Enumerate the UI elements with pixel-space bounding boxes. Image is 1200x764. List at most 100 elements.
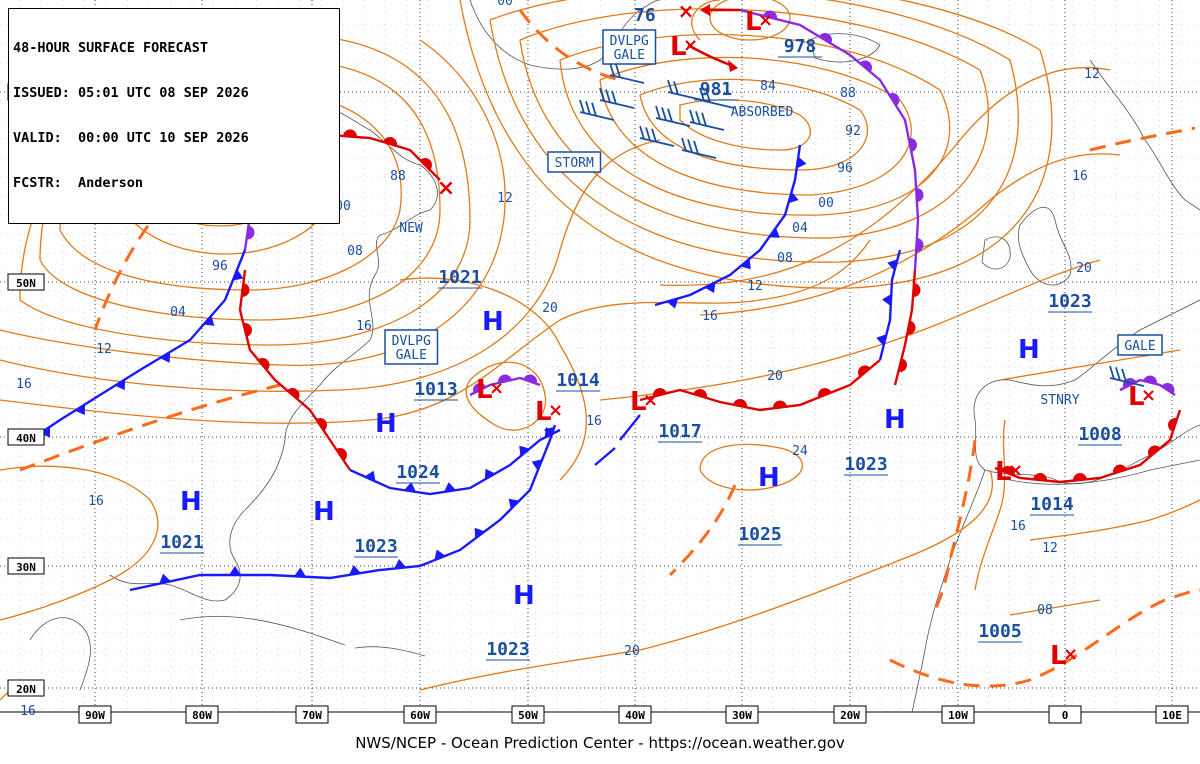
cold-front-triangle [404, 482, 416, 492]
high-pressure-symbol: H [180, 487, 202, 517]
cold-front-triangle [796, 156, 807, 169]
warm-front-semicircle [693, 389, 707, 399]
barb-flag [609, 62, 615, 77]
warm-front-semicircle [1001, 466, 1015, 476]
occluded-front-line [739, 8, 920, 271]
central-pressure-label: 1014 [1030, 494, 1074, 515]
new-label: NEW [399, 221, 423, 236]
isobar-north-04 [489, 0, 1019, 263]
low-pressure-symbol: L [1128, 382, 1145, 412]
cold-front-triangle [543, 426, 555, 439]
isobar-value-label: 20 [542, 301, 558, 316]
lon-label-box [941, 705, 975, 724]
lon-label: 10W [948, 709, 968, 722]
occluded-front-semicircle [888, 92, 900, 106]
low-pressure-symbol: L [995, 457, 1012, 487]
hispaniola-coast [354, 646, 426, 657]
valid-time: VALID: 00:00 UTC 10 SEP 2026 [13, 130, 249, 146]
dissipating-low-x: × [437, 176, 455, 201]
lon-label: 20W [840, 709, 860, 722]
lon-label: 60W [410, 709, 430, 722]
barb-flag [579, 99, 585, 114]
cuba-coast [179, 615, 346, 646]
barb-flag [687, 139, 693, 153]
lon-label-box [833, 705, 867, 724]
central-pressure-label: 1014 [556, 370, 600, 391]
central-pressure-label: 1023 [354, 536, 397, 557]
barb-flag [695, 111, 701, 125]
isobar-value-label: 96 [837, 161, 853, 176]
cold-front-triangle [40, 426, 50, 438]
warm-front-line [994, 409, 1182, 484]
warm-front-semicircle [287, 388, 300, 400]
isobar-16b [465, 361, 547, 431]
barb-flag [639, 125, 645, 140]
dvlpg-gale-north-box [602, 29, 657, 65]
isobar-value-label: 12 [1042, 541, 1058, 556]
high-pressure-symbol: H [1018, 335, 1040, 365]
trough-3 [518, 9, 621, 82]
wind-barb [579, 99, 615, 121]
isobar-value-label: 88 [840, 86, 856, 101]
trough-2 [19, 383, 281, 472]
arrow-head [700, 4, 710, 16]
cold-front-triangle [203, 315, 215, 326]
isobar-value-label: 16 [88, 494, 104, 509]
isobar-value-label: 04 [170, 305, 186, 320]
lon-label-box [185, 705, 219, 724]
isobar-value-label: 00 [818, 196, 834, 211]
cold-front-segment [594, 414, 641, 466]
high-pressure-symbol: H [375, 409, 397, 439]
issued-time: ISSUED: 05:01 UTC 08 SEP 2026 [13, 85, 249, 101]
cold-front-triangle [484, 468, 496, 480]
isobar-north-84 [679, 99, 812, 151]
warm-front-semicircle [258, 358, 270, 371]
barb-flag [645, 127, 651, 141]
occluded-front-semicircle [1143, 375, 1157, 385]
isobar-euro-12 [1029, 499, 1200, 541]
forecast-header: 48-HOUR SURFACE FORECAST ISSUED: 05:01 U… [8, 8, 340, 224]
isobar-value-label: 96 [212, 259, 228, 274]
lat-label: 30N [16, 561, 36, 574]
isobar-value-label: 16 [702, 309, 718, 324]
lon-label: 70W [302, 709, 322, 722]
barb-staff [699, 99, 735, 109]
occluded-front-semicircle [818, 33, 832, 44]
barb-flag [611, 90, 617, 105]
isobar-value-label: 20 [624, 644, 640, 659]
lon-label-box [511, 705, 545, 724]
cold-front-triangle [740, 258, 751, 270]
stationary-label: STNRY [1040, 393, 1079, 408]
barb-flag [1109, 365, 1115, 380]
britain-coast [1017, 207, 1072, 286]
warm-front-semicircle [343, 129, 357, 138]
wind-barb [599, 87, 635, 109]
forecaster-name: FCSTR: Anderson [13, 175, 144, 191]
lon-label-box [618, 705, 652, 724]
barb-staff [681, 149, 717, 159]
lat-label-box [7, 273, 45, 291]
isobar-24 [699, 443, 804, 491]
low-center-x: × [1141, 385, 1156, 406]
trough-4 [668, 484, 737, 577]
warm-front-semicircle [818, 388, 832, 398]
isobar-value-label: 16 [1072, 169, 1088, 184]
lat-label: 50N [16, 277, 36, 290]
barb-staff [667, 91, 703, 101]
barb-flag [655, 105, 661, 120]
warm-front-semicircle [912, 283, 921, 297]
isobar-value-label: 08 [347, 244, 363, 259]
isobar-north-16 [699, 153, 1121, 316]
warm-front-semicircle [1168, 418, 1178, 432]
arrow-head [728, 60, 738, 72]
occluded-front-semicircle [498, 374, 512, 384]
forecast-title: 48-HOUR SURFACE FORECAST [13, 40, 209, 56]
high-pressure-symbol: H [482, 307, 504, 337]
lon-label-box [1048, 705, 1082, 724]
isobar-north-12 [659, 66, 1111, 287]
wind-barbs [579, 62, 1145, 387]
isobar-value-label: 92 [845, 124, 861, 139]
trough-5 [1089, 126, 1196, 152]
barb-flag [667, 108, 673, 123]
warm-front-semicircle [383, 137, 397, 147]
